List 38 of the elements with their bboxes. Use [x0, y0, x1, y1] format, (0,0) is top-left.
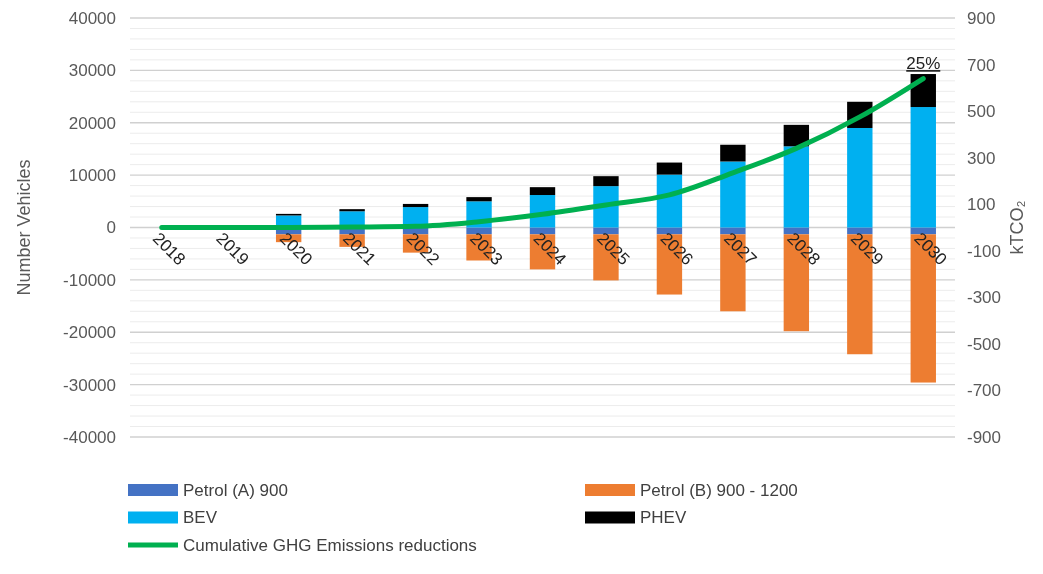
bar [529, 187, 556, 196]
y2-tick-label: 900 [967, 8, 996, 28]
y-tick-label: 40000 [68, 8, 116, 28]
y2-tick-label: -500 [967, 334, 1002, 354]
bar [339, 209, 365, 212]
y-tick-label: 20000 [68, 113, 116, 133]
y-tick-label: -10000 [63, 270, 116, 290]
legend-label: BEV [183, 508, 218, 528]
y-tick-label: 0 [106, 218, 116, 238]
legend-label: Petrol (A) 900 [183, 480, 288, 500]
legend-label: Cumulative GHG Emissions reductions [183, 535, 477, 555]
y2-tick-label: -700 [967, 381, 1002, 401]
y2-tick-label: -100 [967, 241, 1002, 261]
bar [720, 161, 746, 228]
bar [910, 107, 936, 228]
y2-tick-label: -300 [967, 288, 1002, 308]
bar [402, 203, 429, 208]
bar [720, 144, 746, 162]
y2-tick-label: 700 [967, 55, 996, 75]
y-axis-title: Number Vehicles [14, 159, 34, 296]
y-tick-label: -40000 [63, 427, 116, 447]
bar [593, 176, 619, 187]
bar [466, 197, 492, 202]
y-tick-label: 30000 [68, 61, 116, 81]
bar [847, 127, 873, 228]
y-tick-label: -20000 [63, 323, 116, 343]
y2-tick-label: -900 [967, 427, 1002, 447]
y2-tick-label: 500 [967, 102, 996, 122]
y2-tick-label: 300 [967, 148, 996, 168]
y2-tick-label: 100 [967, 195, 996, 215]
y-tick-label: -30000 [63, 375, 116, 395]
legend-label: Petrol (B) 900 - 1200 [640, 480, 798, 500]
y-tick-label: 10000 [68, 166, 116, 186]
bar [783, 146, 810, 228]
annotation: 25% [906, 54, 941, 74]
bar [656, 162, 683, 175]
legend-label: PHEV [640, 508, 687, 528]
y2-axis-title: kTCO₂ [1007, 200, 1027, 255]
